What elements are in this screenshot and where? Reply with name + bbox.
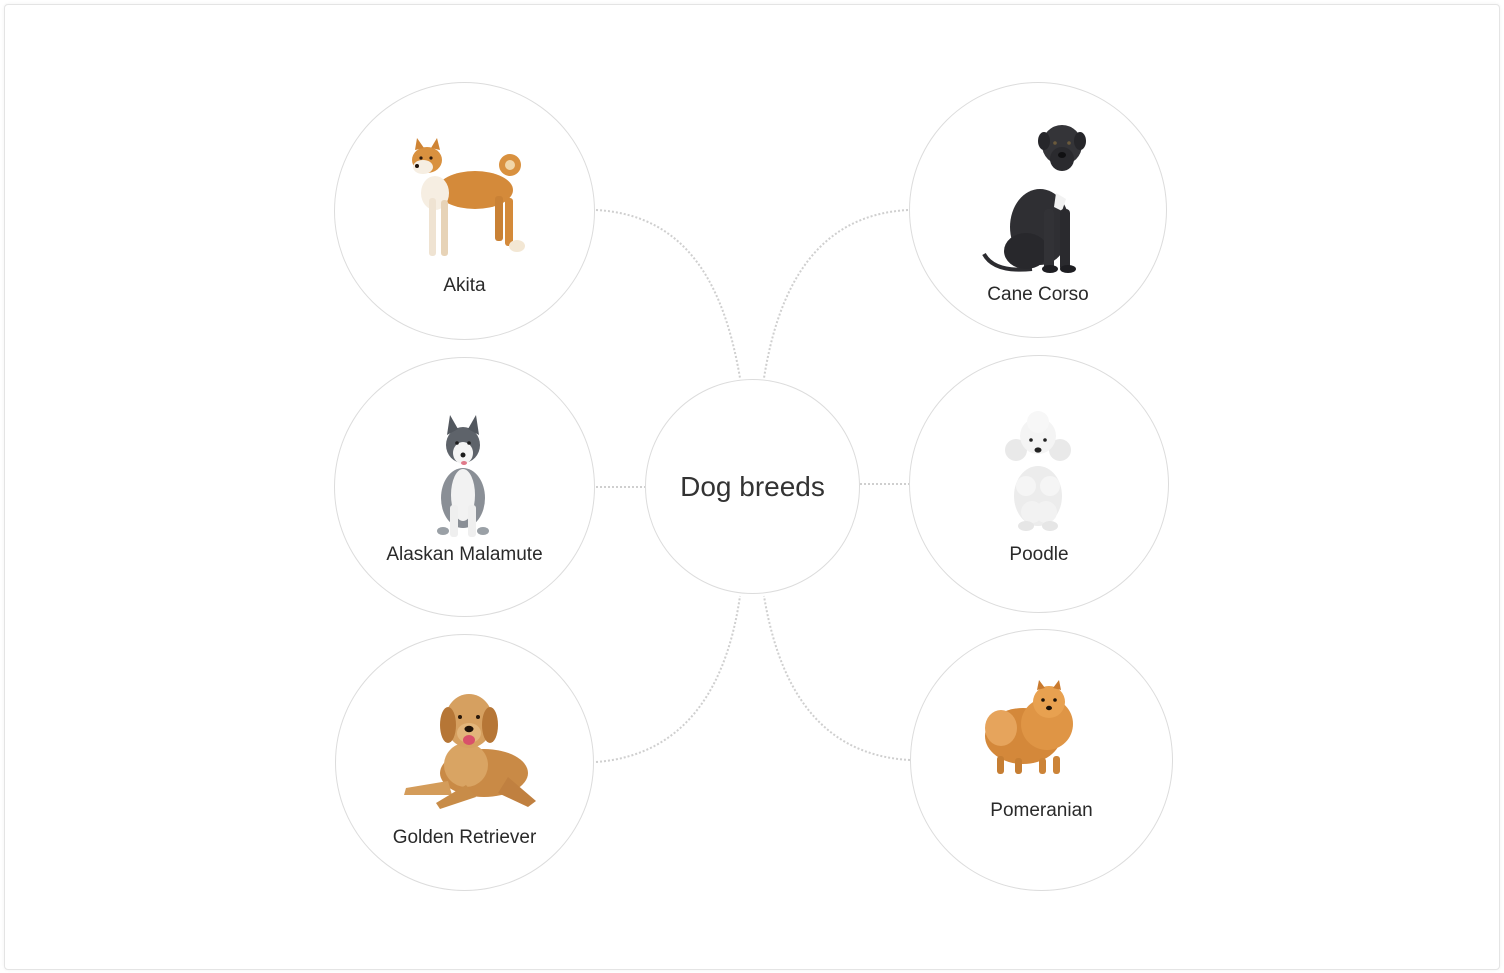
node-cane-corso[interactable]: Cane Corso — [909, 82, 1167, 338]
pomeranian-dog-icon — [985, 680, 1073, 774]
node-label-poodle: Poodle — [1009, 544, 1069, 565]
node-label-cane-corso: Cane Corso — [987, 284, 1089, 305]
poodle-dog-icon — [1005, 411, 1071, 531]
node-poodle[interactable]: Poodle — [909, 355, 1169, 613]
node-label-golden-retriever: Golden Retriever — [392, 827, 537, 848]
node-akita[interactable]: Akita — [334, 82, 595, 340]
center-label: Dog breeds — [680, 471, 825, 502]
node-label-akita: Akita — [443, 275, 486, 296]
node-alaskan-malamute[interactable]: Alaskan Malamute — [334, 357, 595, 617]
center-node[interactable]: Dog breeds — [645, 379, 860, 594]
node-pomeranian[interactable]: Pomeranian — [910, 629, 1173, 891]
akita-dog-icon — [412, 138, 525, 256]
golden-retriever-dog-icon — [404, 694, 536, 809]
node-golden-retriever[interactable]: Golden Retriever — [335, 634, 594, 891]
node-label-alaskan-malamute: Alaskan Malamute — [386, 544, 543, 565]
node-label-pomeranian: Pomeranian — [990, 800, 1093, 821]
alaskan-malamute-dog-icon — [437, 415, 489, 537]
cane-corso-dog-icon — [982, 125, 1086, 273]
